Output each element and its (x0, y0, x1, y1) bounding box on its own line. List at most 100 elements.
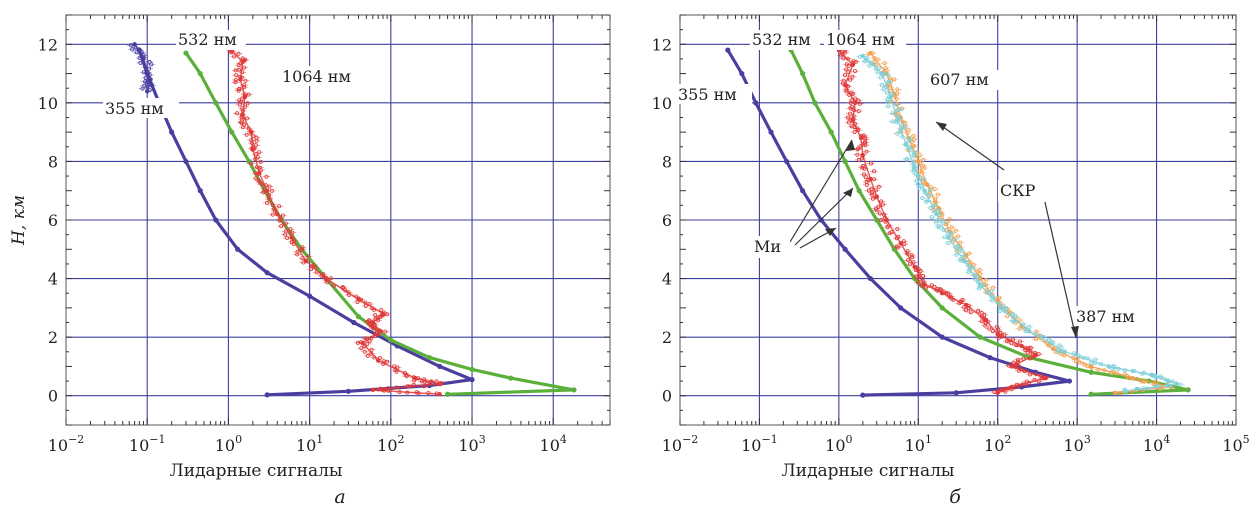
annotation-355: 355 нм (105, 99, 164, 118)
y-tick-label: 0 (48, 387, 58, 406)
data-point (784, 158, 790, 165)
panel-b-callouts (789, 121, 1079, 339)
panel-a-label: а (334, 486, 345, 508)
series-line (789, 49, 1190, 396)
y-tick-label: 2 (48, 328, 58, 347)
x-tick-label: 10−2 (662, 433, 699, 455)
data-point (183, 158, 189, 165)
data-point (800, 188, 806, 194)
annotation-bg (750, 30, 820, 50)
data-point (753, 100, 759, 106)
panel-a-x-tick-labels: 10−2 10−1 100 101 102 103 104 (48, 433, 567, 455)
y-axis-title-text: H, км (9, 195, 29, 246)
data-point (469, 366, 475, 372)
y-tick-label: 10 (38, 94, 58, 113)
data-point (469, 377, 475, 383)
data-point (953, 390, 959, 396)
data-point (1062, 349, 1068, 354)
data-point (571, 387, 577, 393)
annotation-mi: Ми (754, 237, 781, 256)
series-355-нм (136, 47, 475, 398)
data-point (437, 392, 442, 397)
data-point (388, 337, 394, 343)
annotation-bg (824, 30, 906, 50)
y-tick-label: 4 (48, 270, 58, 289)
data-point (1185, 387, 1191, 393)
skr-arrow-607 (935, 121, 1005, 171)
panel-b-y-tick-labels: 0 2 4 6 8 10 12 (652, 35, 672, 405)
data-point (508, 375, 514, 381)
annotation-532: 532 нм (752, 30, 811, 49)
data-point (867, 275, 874, 282)
data-point (912, 275, 918, 282)
y-tick-label: 10 (652, 94, 672, 113)
data-point (842, 158, 848, 165)
series-line (227, 46, 441, 395)
data-point (1088, 391, 1094, 397)
x-tick-label: 101 (905, 433, 932, 455)
annotation-bg (928, 70, 1002, 90)
annotation-532: 532 нм (178, 30, 237, 49)
data-point (1088, 369, 1094, 375)
data-point (939, 305, 945, 311)
arrowhead (843, 188, 853, 197)
data-point (895, 118, 900, 123)
x-tick-label: 10−1 (129, 433, 166, 455)
annotation-bg (280, 66, 362, 86)
data-point (898, 241, 903, 246)
data-point (264, 270, 270, 276)
annotation-bg (676, 84, 752, 104)
data-point (437, 363, 443, 370)
arrowhead (936, 122, 947, 131)
panel-b-x-axis-title: Лидарные сигналы (782, 461, 955, 481)
data-point (246, 158, 252, 165)
y-tick-label: 8 (48, 152, 58, 171)
panel-b-series (725, 47, 1191, 398)
annotation-bg (998, 180, 1048, 202)
series-387-нм (856, 53, 1185, 394)
y-tick-label: 12 (38, 35, 58, 54)
panel-b-label: б (949, 486, 961, 508)
y-tick-label: 2 (662, 328, 672, 347)
x-tick-label: 102 (377, 433, 404, 455)
data-point (197, 70, 203, 77)
data-point (1174, 381, 1180, 387)
data-point (987, 355, 993, 361)
data-point (860, 392, 866, 398)
panel-a-series (126, 42, 577, 398)
arrowhead (846, 140, 855, 151)
data-point (977, 334, 983, 340)
data-point (275, 211, 280, 217)
data-point (800, 70, 806, 77)
mi-arrow-1064 (789, 139, 853, 243)
panel-b: 0 2 4 6 8 10 12 10−2 10−1 100 101 102 103 104 105 Лид… (652, 14, 1250, 508)
arrowhead (825, 228, 836, 236)
data-point (828, 129, 834, 135)
y-tick-label: 4 (662, 270, 672, 289)
x-tick-label: 100 (825, 433, 852, 455)
data-point (229, 129, 235, 135)
panel-a-grid (66, 15, 610, 425)
x-tick-label: 10−1 (741, 433, 778, 455)
x-tick-label: 105 (1222, 433, 1249, 455)
data-point (934, 211, 939, 217)
annotation-387: 387 нм (1076, 307, 1135, 326)
panel-a-annotations: 532 нм 1064 нм 355 нм (103, 30, 362, 118)
data-point (874, 217, 880, 223)
data-point (307, 293, 313, 299)
annotation-1064: 1064 нм (826, 30, 895, 49)
data-point (169, 129, 175, 135)
data-point (939, 334, 945, 340)
data-point (426, 355, 433, 361)
y-tick-label: 6 (662, 211, 672, 230)
data-point (898, 305, 904, 311)
data-point (355, 314, 362, 320)
annotation-1064: 1064 нм (282, 67, 351, 86)
annotation-607: 607 нм (930, 70, 989, 89)
y-tick-label: 6 (48, 211, 58, 230)
panel-a-minor-ticks (65, 14, 611, 426)
data-point (768, 129, 774, 135)
series-line (862, 55, 1178, 392)
data-point (995, 390, 1000, 395)
